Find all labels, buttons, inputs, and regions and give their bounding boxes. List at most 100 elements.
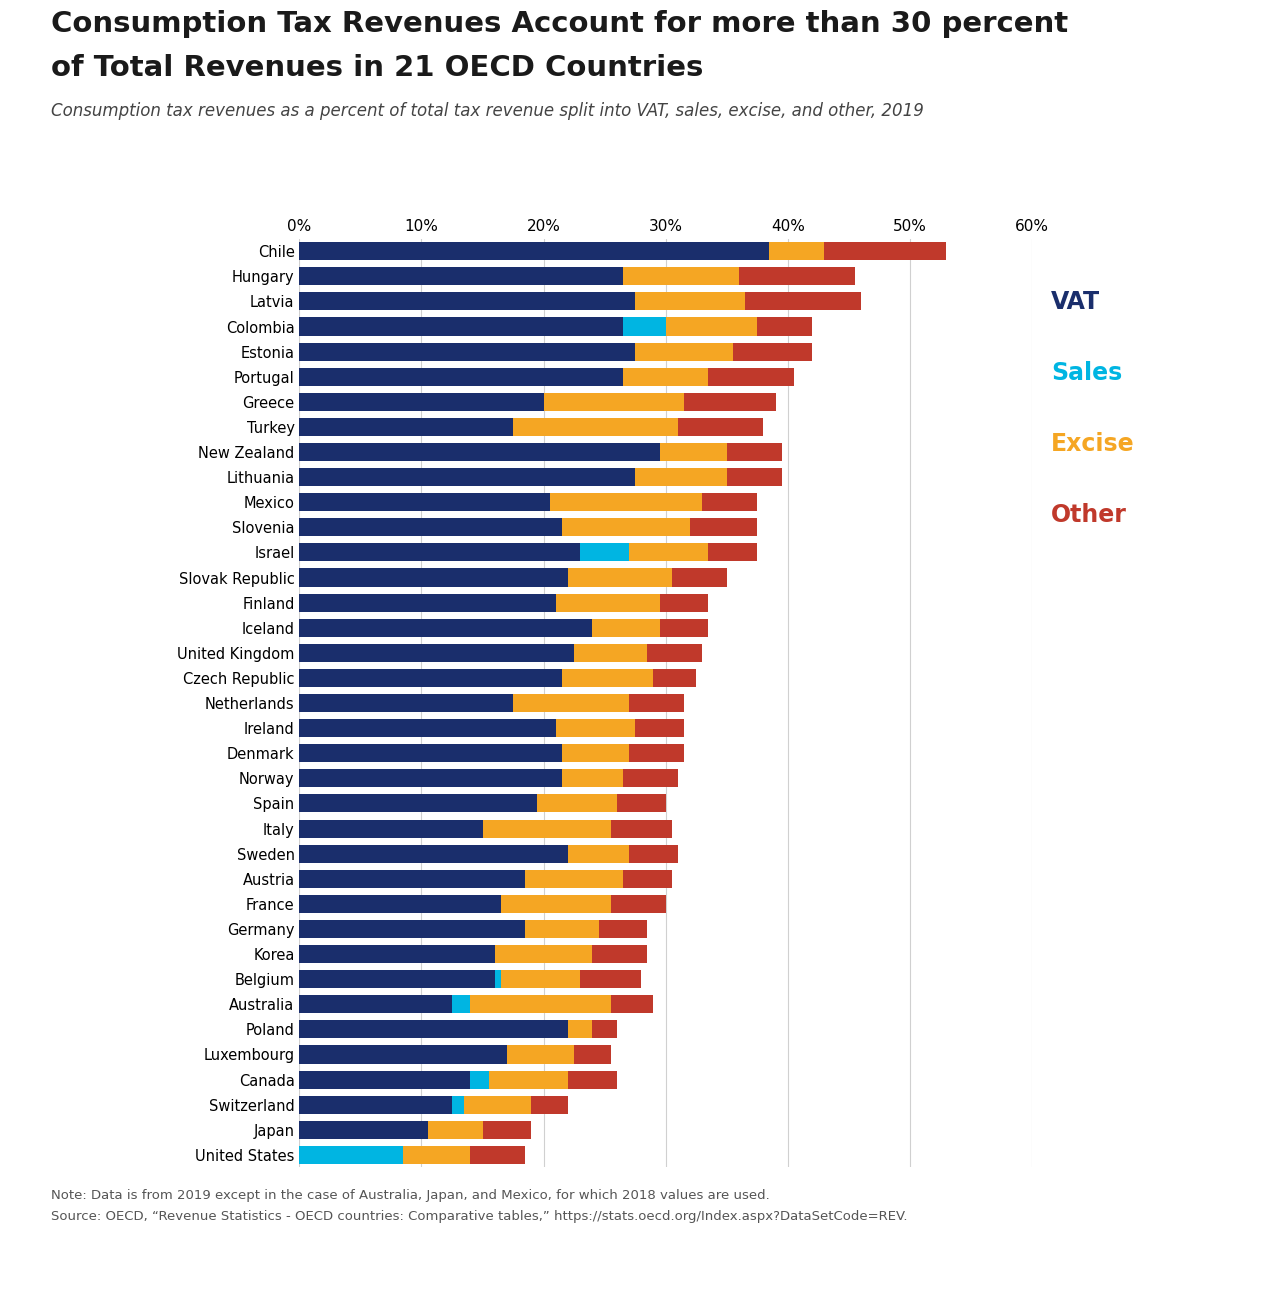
Bar [623, 317, 665, 335]
Bar [555, 719, 636, 737]
Bar [403, 1146, 470, 1164]
Text: @TaxFoundation: @TaxFoundation [1085, 1256, 1246, 1275]
Bar [647, 644, 702, 662]
Bar [726, 442, 782, 461]
Bar [538, 795, 617, 813]
Bar [654, 670, 696, 688]
Bar [568, 569, 671, 587]
Bar [636, 293, 745, 311]
Bar [617, 795, 665, 813]
Text: Consumption tax revenues as a percent of total tax revenue split into VAT, sales: Consumption tax revenues as a percent of… [51, 102, 924, 120]
Bar [660, 593, 708, 611]
Bar [489, 1071, 568, 1089]
Bar [494, 946, 592, 964]
Bar [299, 593, 555, 611]
Bar [452, 1095, 464, 1113]
Bar [299, 1071, 470, 1089]
Text: TAX FOUNDATION: TAX FOUNDATION [28, 1256, 222, 1275]
Bar [452, 996, 470, 1014]
Bar [599, 920, 647, 938]
Bar [299, 267, 623, 285]
Bar [299, 744, 562, 762]
Bar [299, 1146, 403, 1164]
Bar [623, 368, 708, 386]
Text: Sales: Sales [1051, 361, 1122, 386]
Bar [299, 293, 636, 311]
Text: VAT: VAT [1051, 290, 1101, 315]
Bar [636, 468, 726, 486]
Bar [299, 996, 452, 1014]
Bar [299, 644, 575, 662]
Bar [562, 519, 691, 537]
Bar [299, 418, 513, 436]
Bar [629, 744, 684, 762]
Bar [629, 543, 708, 561]
Bar [708, 543, 757, 561]
Bar [299, 368, 623, 386]
Bar [483, 1121, 531, 1139]
Bar [470, 1071, 489, 1089]
Text: Other: Other [1051, 503, 1127, 528]
Bar [299, 619, 592, 637]
Bar [428, 1121, 483, 1139]
Bar [671, 569, 726, 587]
Bar [299, 694, 513, 712]
Bar [745, 293, 861, 311]
Bar [531, 1095, 568, 1113]
Bar [610, 996, 654, 1014]
Bar [691, 519, 757, 537]
Bar [299, 895, 501, 913]
Bar [501, 895, 610, 913]
Bar [575, 1045, 610, 1063]
Bar [299, 719, 555, 737]
Bar [629, 845, 678, 863]
Bar [702, 493, 757, 511]
Bar [824, 243, 947, 261]
Bar [299, 468, 636, 486]
Text: Source: OECD, “Revenue Statistics - OECD countries: Comparative tables,” https:/: Source: OECD, “Revenue Statistics - OECD… [51, 1210, 907, 1223]
Bar [636, 719, 684, 737]
Bar [636, 343, 733, 361]
Bar [575, 644, 647, 662]
Bar [739, 267, 855, 285]
Bar [299, 442, 660, 461]
Bar [580, 543, 629, 561]
Bar [592, 619, 660, 637]
Bar [299, 243, 769, 261]
Bar [299, 392, 544, 410]
Bar [483, 819, 610, 837]
Text: Consumption Tax Revenues Account for more than 30 percent: Consumption Tax Revenues Account for mor… [51, 10, 1068, 39]
Bar [660, 442, 726, 461]
Bar [568, 845, 629, 863]
Bar [525, 869, 623, 888]
Bar [299, 769, 562, 787]
Bar [299, 343, 636, 361]
Bar [299, 920, 525, 938]
Bar [470, 996, 610, 1014]
Bar [660, 619, 708, 637]
Bar [629, 694, 684, 712]
Bar [464, 1095, 531, 1113]
Bar [733, 343, 813, 361]
Bar [726, 468, 782, 486]
Bar [299, 946, 494, 964]
Bar [623, 769, 678, 787]
Text: Excise: Excise [1051, 432, 1135, 457]
Bar [769, 243, 824, 261]
Bar [549, 493, 702, 511]
Bar [623, 869, 671, 888]
Bar [507, 1045, 575, 1063]
Bar [299, 869, 525, 888]
Bar [623, 267, 739, 285]
Bar [610, 895, 665, 913]
Bar [562, 744, 629, 762]
Bar [299, 493, 549, 511]
Bar [470, 1146, 525, 1164]
Bar [299, 1095, 452, 1113]
Bar [299, 543, 580, 561]
Bar [299, 1045, 507, 1063]
Bar [610, 819, 671, 837]
Bar [684, 392, 776, 410]
Bar [665, 317, 757, 335]
Bar [678, 418, 763, 436]
